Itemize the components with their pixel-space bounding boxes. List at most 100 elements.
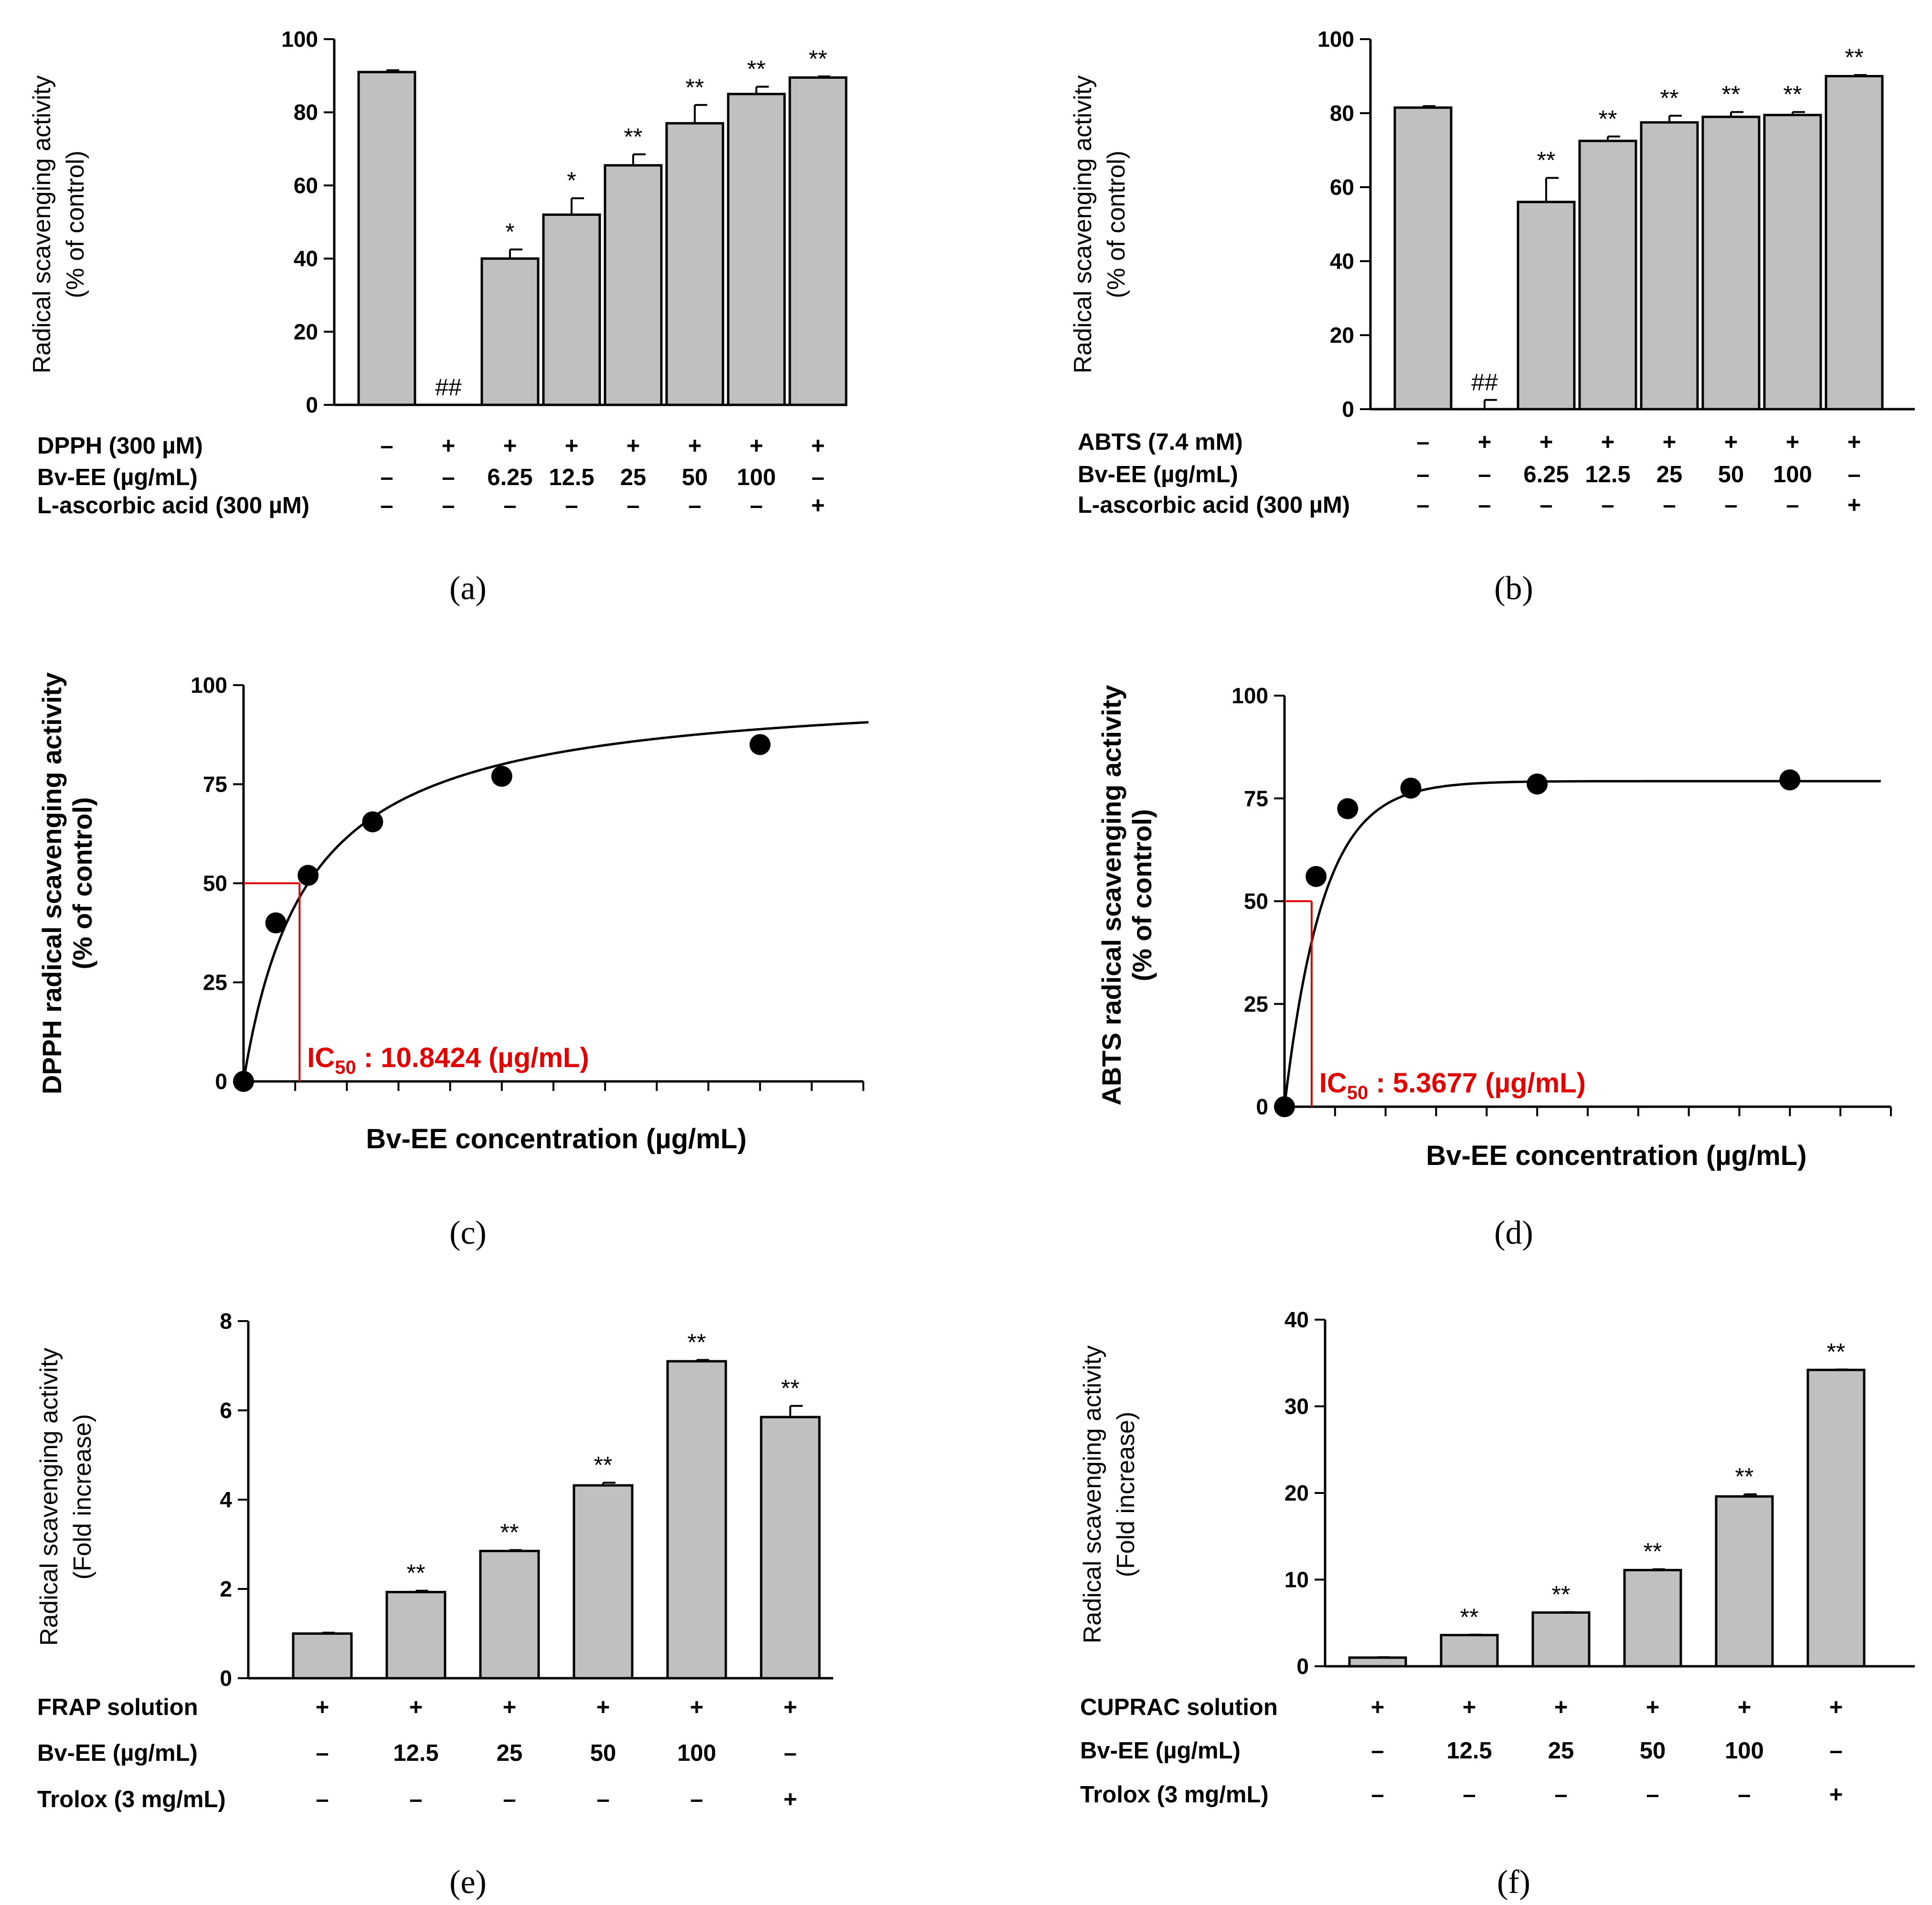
y-axis-label: (% of control) [1127,809,1157,982]
condition-value: – [442,465,455,490]
condition-value: – [503,1787,516,1812]
condition-value: + [784,1694,797,1720]
y-tick-label: 25 [1244,992,1268,1016]
data-point [491,765,512,787]
condition-value: – [750,493,763,519]
y-tick-label: 80 [294,100,318,125]
condition-value: – [409,1787,422,1812]
y-tick-label: 0 [220,1666,232,1691]
significance-marker: ** [1460,1604,1479,1630]
condition-value: + [1478,429,1492,455]
condition-label: L-ascorbic acid (300 µM) [37,493,309,519]
bar [480,257,540,406]
y-tick-label: 50 [203,871,227,896]
significance-marker: ** [1783,81,1802,108]
y-axis-label: Radical scavenging activity [35,1348,63,1646]
y-tick-label: 50 [1244,889,1268,914]
condition-value: 50 [590,1740,616,1766]
condition-value: 25 [1548,1738,1574,1764]
condition-value: 12.5 [393,1740,438,1766]
condition-value: 100 [1725,1738,1764,1764]
y-tick-label: 0 [1256,1094,1268,1119]
bar [1440,1634,1499,1668]
condition-value: + [1646,1694,1660,1720]
y-tick-label: 75 [1244,786,1268,811]
condition-value: 50 [1640,1738,1666,1764]
fit-curve [242,721,869,1082]
y-tick-label: 20 [294,319,318,344]
condition-value: – [690,1787,703,1812]
y-tick-label: 6 [220,1398,232,1423]
condition-value: – [1724,492,1737,518]
condition-value: + [442,433,456,459]
bar [666,1360,727,1680]
significance-marker: * [567,167,576,194]
y-tick-label: 0 [1296,1654,1309,1679]
condition-value: + [316,1694,329,1720]
data-point [1306,866,1327,887]
condition-value: + [1601,429,1615,455]
condition-value: – [1539,492,1552,518]
y-tick-label: 4 [220,1487,232,1512]
condition-value: + [811,433,825,459]
condition-value: – [316,1787,329,1812]
condition-value: 6.25 [1523,462,1569,487]
condition-value: – [1478,462,1491,487]
panel-caption: (f) [1497,1864,1530,1901]
y-axis-label: Radical scavenging activity [1069,75,1097,373]
condition-value: + [1554,1694,1568,1720]
condition-value: – [1738,1782,1751,1808]
condition-value: – [1416,492,1429,518]
significance-marker: ** [1644,1538,1662,1565]
bar [479,1550,540,1680]
chart-panel-c: 0 25 50 75 100 DPPH radical scavenging activi… [37,672,869,1251]
bar [760,1416,821,1680]
y-axis-label: DPPH radical scavenging activity [37,672,67,1094]
condition-value: – [442,493,455,519]
y-tick-label: 0 [215,1069,227,1094]
significance-marker: ** [1845,44,1864,71]
panel-caption: (e) [449,1864,487,1901]
y-tick-label: 40 [1330,249,1354,274]
condition-label: CUPRAC solution [1080,1694,1278,1720]
bar [385,1591,446,1680]
condition-value: – [503,493,516,519]
bar [1531,1611,1591,1668]
condition-value: + [1829,1782,1843,1808]
y-tick-label: 100 [191,673,227,698]
condition-value: – [380,493,393,519]
significance-marker: ** [1735,1463,1754,1490]
y-tick-label: 0 [1342,397,1354,422]
condition-value: 50 [682,465,708,490]
condition-value: + [1724,429,1738,455]
significance-marker: ** [624,123,643,150]
y-tick-label: 80 [1330,101,1354,126]
condition-value: – [1478,492,1491,518]
data-point [1779,769,1801,791]
condition-value: – [1646,1782,1659,1808]
condition-value: 6.25 [487,465,532,490]
condition-value: + [688,433,702,459]
ic50-label-value: : 10.8424 (µg/mL) [356,1042,589,1073]
y-tick-label: 60 [294,173,318,198]
condition-value: + [811,493,825,519]
significance-marker: ** [781,1375,800,1402]
condition-value: 12.5 [1585,462,1630,487]
condition-label: Trolox (3 mg/mL) [1080,1782,1269,1808]
y-tick-label: 20 [1330,323,1354,348]
significance-marker: ## [1471,369,1498,396]
panel-caption: (a) [449,570,487,607]
significance-marker: ** [809,45,828,72]
condition-value: + [784,1787,797,1812]
condition-label: Bv-EE (µg/mL) [37,1740,198,1766]
condition-value: – [626,493,639,519]
condition-label: L-ascorbic acid (300 µM) [1078,492,1350,518]
data-point [1274,1096,1295,1117]
y-tick-label: 100 [281,27,318,52]
bar [1825,75,1884,411]
significance-marker: ** [1537,147,1556,174]
condition-value: – [596,1787,609,1812]
condition-value: – [1371,1782,1384,1808]
